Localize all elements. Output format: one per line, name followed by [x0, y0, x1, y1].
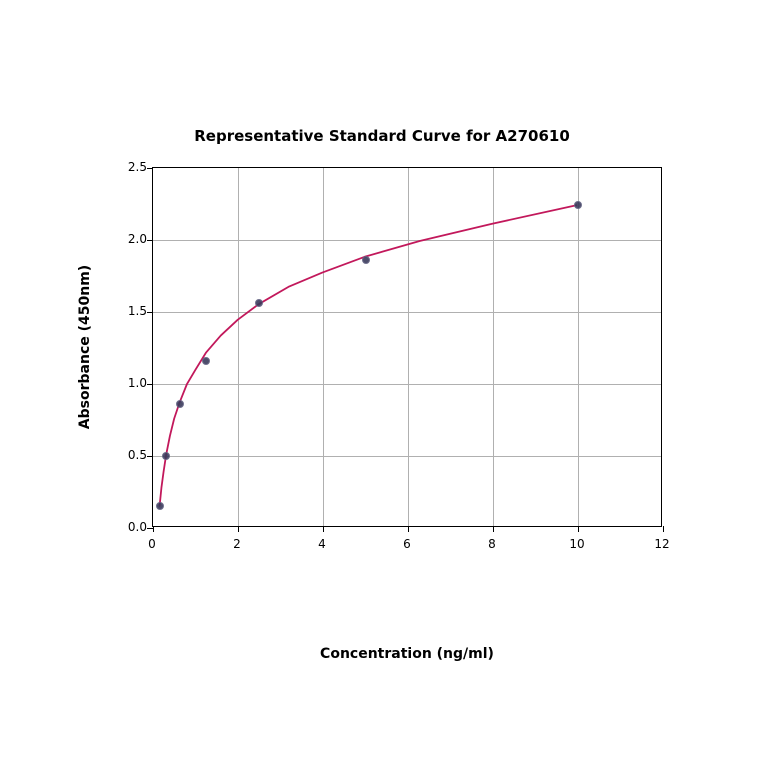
gridline-horizontal — [153, 240, 661, 241]
x-tick-label: 6 — [403, 537, 411, 551]
gridline-horizontal — [153, 384, 661, 385]
gridline-horizontal — [153, 456, 661, 457]
data-point-marker — [176, 400, 184, 408]
y-tick-label: 2.5 — [117, 160, 147, 174]
chart-title: Representative Standard Curve for A27061… — [82, 127, 682, 145]
data-point-marker — [202, 357, 210, 365]
y-tick-label: 0.0 — [117, 520, 147, 534]
data-point-marker — [255, 299, 263, 307]
x-tick-label: 10 — [569, 537, 584, 551]
data-point-marker — [362, 256, 370, 264]
x-tick-label: 2 — [233, 537, 241, 551]
gridline-vertical — [578, 168, 579, 526]
x-tick — [493, 526, 494, 532]
data-point-marker — [156, 502, 164, 510]
y-tick — [147, 384, 153, 385]
x-tick-label: 0 — [148, 537, 156, 551]
data-point-marker — [162, 452, 170, 460]
y-axis-label: Absorbance (450nm) — [77, 265, 93, 429]
x-tick — [408, 526, 409, 532]
y-tick — [147, 240, 153, 241]
y-tick-label: 1.5 — [117, 304, 147, 318]
y-tick — [147, 528, 153, 529]
y-tick-label: 0.5 — [117, 448, 147, 462]
y-tick-label: 1.0 — [117, 376, 147, 390]
chart-container: Representative Standard Curve for A27061… — [82, 167, 682, 597]
x-tick-label: 12 — [654, 537, 669, 551]
gridline-horizontal — [153, 312, 661, 313]
curve-line — [153, 168, 661, 526]
x-tick-label: 8 — [488, 537, 496, 551]
x-tick — [578, 526, 579, 532]
data-point-marker — [574, 201, 582, 209]
x-tick-label: 4 — [318, 537, 326, 551]
x-tick — [153, 526, 154, 532]
gridline-vertical — [408, 168, 409, 526]
y-tick — [147, 312, 153, 313]
x-tick — [323, 526, 324, 532]
x-tick — [663, 526, 664, 532]
y-tick — [147, 456, 153, 457]
gridline-vertical — [323, 168, 324, 526]
gridline-vertical — [493, 168, 494, 526]
plot-area — [152, 167, 662, 527]
y-tick — [147, 168, 153, 169]
gridline-vertical — [238, 168, 239, 526]
x-axis-label: Concentration (ng/ml) — [152, 646, 662, 662]
x-tick — [238, 526, 239, 532]
y-tick-label: 2.0 — [117, 232, 147, 246]
